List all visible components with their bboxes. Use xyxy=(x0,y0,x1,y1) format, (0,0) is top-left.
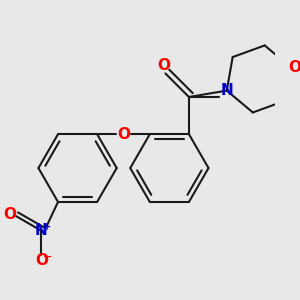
Text: O: O xyxy=(288,60,300,75)
Text: O: O xyxy=(117,127,130,142)
Text: O: O xyxy=(35,253,48,268)
Text: N: N xyxy=(220,83,233,98)
Text: −: − xyxy=(43,251,52,262)
Text: O: O xyxy=(3,207,16,222)
Text: O: O xyxy=(158,58,170,74)
Text: +: + xyxy=(43,222,51,232)
Text: N: N xyxy=(35,223,48,238)
